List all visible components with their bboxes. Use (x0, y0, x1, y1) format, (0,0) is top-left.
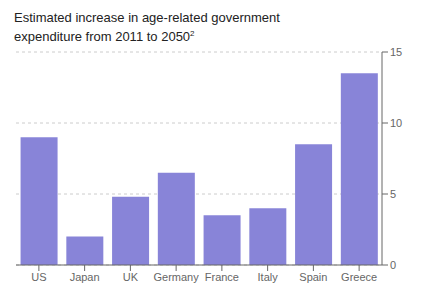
svg-text:Germany: Germany (154, 271, 200, 283)
svg-text:0: 0 (390, 259, 396, 271)
svg-text:10: 10 (390, 117, 402, 129)
svg-text:Italy: Italy (258, 271, 279, 283)
html-text:2: 2 (190, 29, 195, 38)
svg-text:UK: UK (123, 271, 139, 283)
svg-text:15: 15 (390, 46, 402, 58)
svg-text:Greece: Greece (341, 271, 377, 283)
svg-text:Japan: Japan (70, 271, 100, 283)
svg-text:France: France (205, 271, 239, 283)
html-text:Estimated increase in age-rela: Estimated increase in age-related govern… (14, 10, 280, 25)
svg-text:Spain: Spain (299, 271, 327, 283)
html-text:expenditure from 2011 to 2050: expenditure from 2011 to 2050 (14, 29, 191, 45)
svg-text:5: 5 (390, 188, 396, 200)
svg-text:US: US (31, 271, 46, 283)
